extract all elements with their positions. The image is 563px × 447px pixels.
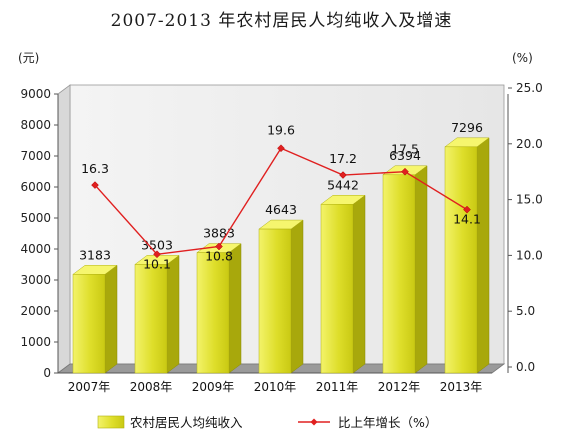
bar-side bbox=[290, 219, 304, 374]
growth-rate-point bbox=[339, 171, 347, 179]
legend-line-marker bbox=[310, 418, 318, 426]
growth-rate-label: 10.8 bbox=[205, 248, 233, 263]
growth-rate-label: 19.6 bbox=[267, 122, 295, 137]
left-tick-label: 3000 bbox=[20, 273, 51, 287]
growth-rate-label: 14.1 bbox=[453, 212, 481, 227]
growth-rate-point bbox=[215, 242, 223, 251]
left-tick-label: 6000 bbox=[20, 180, 51, 194]
income-bar bbox=[258, 228, 292, 374]
left-tick-label: 1000 bbox=[20, 335, 51, 349]
left-tick-label: 9000 bbox=[20, 87, 51, 101]
growth-rate-label: 17.2 bbox=[329, 151, 357, 166]
right-axis-unit: (%) bbox=[512, 51, 533, 65]
left-tick-label: 5000 bbox=[20, 211, 51, 225]
category-label: 2010年 bbox=[254, 380, 297, 394]
category-label: 2007年 bbox=[68, 380, 111, 394]
legend-line-label: 比上年增长（%） bbox=[338, 415, 437, 430]
growth-rate-point bbox=[91, 181, 99, 189]
income-bar bbox=[134, 264, 168, 374]
income-bar bbox=[382, 174, 416, 374]
income-bar bbox=[196, 252, 230, 374]
legend-bar-swatch bbox=[97, 415, 125, 429]
left-tick-label: 0 bbox=[43, 366, 51, 380]
bar-value-label: 4643 bbox=[265, 202, 297, 217]
left-tick-label: 7000 bbox=[20, 149, 51, 163]
growth-rate-label: 17.5 bbox=[391, 142, 419, 157]
right-tick-label: 20.0 bbox=[516, 137, 543, 151]
left-axis-unit: (元) bbox=[18, 51, 39, 65]
bar-value-label: 5442 bbox=[327, 177, 359, 192]
left-tick-label: 2000 bbox=[20, 304, 51, 318]
chart-title: 2007-2013 年农村居民人均纯收入及增速 bbox=[110, 11, 453, 31]
right-tick-label: 10.0 bbox=[516, 248, 543, 262]
left-tick-label: 8000 bbox=[20, 118, 51, 132]
category-label: 2008年 bbox=[130, 380, 173, 394]
right-tick-label: 0.0 bbox=[516, 360, 535, 374]
growth-rate-point bbox=[153, 250, 161, 259]
category-label: 2009年 bbox=[192, 380, 235, 394]
bar-value-label: 3503 bbox=[141, 237, 173, 252]
legend-bar-label: 农村居民人均纯收入 bbox=[130, 415, 243, 430]
bar-value-label: 6394 bbox=[389, 148, 421, 163]
bar-side bbox=[166, 254, 180, 374]
category-label: 2011年 bbox=[316, 380, 359, 394]
bar-value-label: 3883 bbox=[203, 226, 235, 241]
bar-value-label: 7296 bbox=[451, 120, 483, 135]
growth-rate-label: 10.1 bbox=[143, 256, 171, 271]
right-tick-label: 15.0 bbox=[516, 193, 543, 207]
bar-side bbox=[104, 264, 118, 374]
right-tick-label: 25.0 bbox=[516, 81, 543, 95]
income-bar bbox=[72, 274, 106, 374]
growth-rate-point bbox=[277, 144, 285, 153]
income-bar bbox=[320, 204, 354, 374]
chart-side-wall bbox=[57, 84, 71, 374]
growth-rate-point bbox=[401, 167, 409, 176]
category-label: 2013年 bbox=[440, 380, 483, 394]
right-tick-label: 5.0 bbox=[516, 304, 535, 318]
growth-rate-label: 16.3 bbox=[81, 161, 109, 176]
bar-side bbox=[352, 194, 366, 374]
bar-side bbox=[476, 137, 490, 374]
bar-side bbox=[414, 165, 428, 374]
bar-value-label: 3183 bbox=[79, 247, 111, 262]
growth-rate-point bbox=[463, 205, 471, 214]
income-bar bbox=[444, 146, 478, 374]
category-label: 2012年 bbox=[378, 380, 421, 394]
left-tick-label: 4000 bbox=[20, 242, 51, 256]
